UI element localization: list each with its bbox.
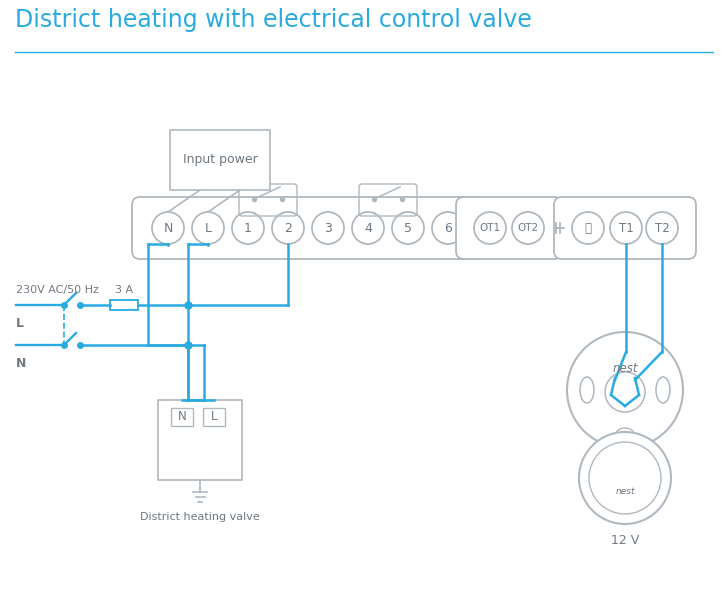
Text: OT1: OT1 — [480, 223, 501, 233]
Text: nest: nest — [612, 362, 638, 374]
Text: N: N — [16, 357, 26, 370]
Text: T2: T2 — [654, 222, 669, 235]
Circle shape — [646, 212, 678, 244]
Text: L: L — [16, 317, 24, 330]
Circle shape — [512, 212, 544, 244]
Ellipse shape — [616, 428, 634, 440]
FancyBboxPatch shape — [110, 300, 138, 310]
Text: 5: 5 — [404, 222, 412, 235]
Text: L: L — [210, 410, 217, 424]
FancyBboxPatch shape — [554, 197, 696, 259]
Text: L: L — [205, 222, 212, 235]
Text: 6: 6 — [444, 222, 452, 235]
Text: District heating with electrical control valve: District heating with electrical control… — [15, 8, 532, 32]
Ellipse shape — [580, 377, 594, 403]
Text: N: N — [163, 222, 173, 235]
FancyBboxPatch shape — [170, 130, 270, 190]
Circle shape — [272, 212, 304, 244]
Circle shape — [567, 332, 683, 448]
Text: ⏚: ⏚ — [585, 222, 592, 235]
Text: 12 V: 12 V — [611, 534, 639, 547]
Circle shape — [474, 212, 506, 244]
Circle shape — [610, 212, 642, 244]
Circle shape — [152, 212, 184, 244]
Circle shape — [232, 212, 264, 244]
Text: 3: 3 — [324, 222, 332, 235]
Circle shape — [312, 212, 344, 244]
FancyBboxPatch shape — [158, 400, 242, 480]
FancyBboxPatch shape — [456, 197, 562, 259]
Circle shape — [432, 212, 464, 244]
Text: District heating valve: District heating valve — [140, 512, 260, 522]
Circle shape — [352, 212, 384, 244]
Text: 230V AC/50 Hz: 230V AC/50 Hz — [16, 285, 99, 295]
Circle shape — [192, 212, 224, 244]
Circle shape — [579, 432, 671, 524]
Text: 4: 4 — [364, 222, 372, 235]
Text: N: N — [178, 410, 186, 424]
Ellipse shape — [656, 377, 670, 403]
Text: OT2: OT2 — [518, 223, 539, 233]
Text: 1: 1 — [244, 222, 252, 235]
Text: 2: 2 — [284, 222, 292, 235]
Text: T1: T1 — [619, 222, 633, 235]
Text: nest: nest — [615, 488, 635, 497]
Circle shape — [392, 212, 424, 244]
Text: Input power: Input power — [183, 153, 258, 166]
Circle shape — [572, 212, 604, 244]
Text: 3 A: 3 A — [115, 285, 133, 295]
FancyBboxPatch shape — [132, 197, 484, 259]
